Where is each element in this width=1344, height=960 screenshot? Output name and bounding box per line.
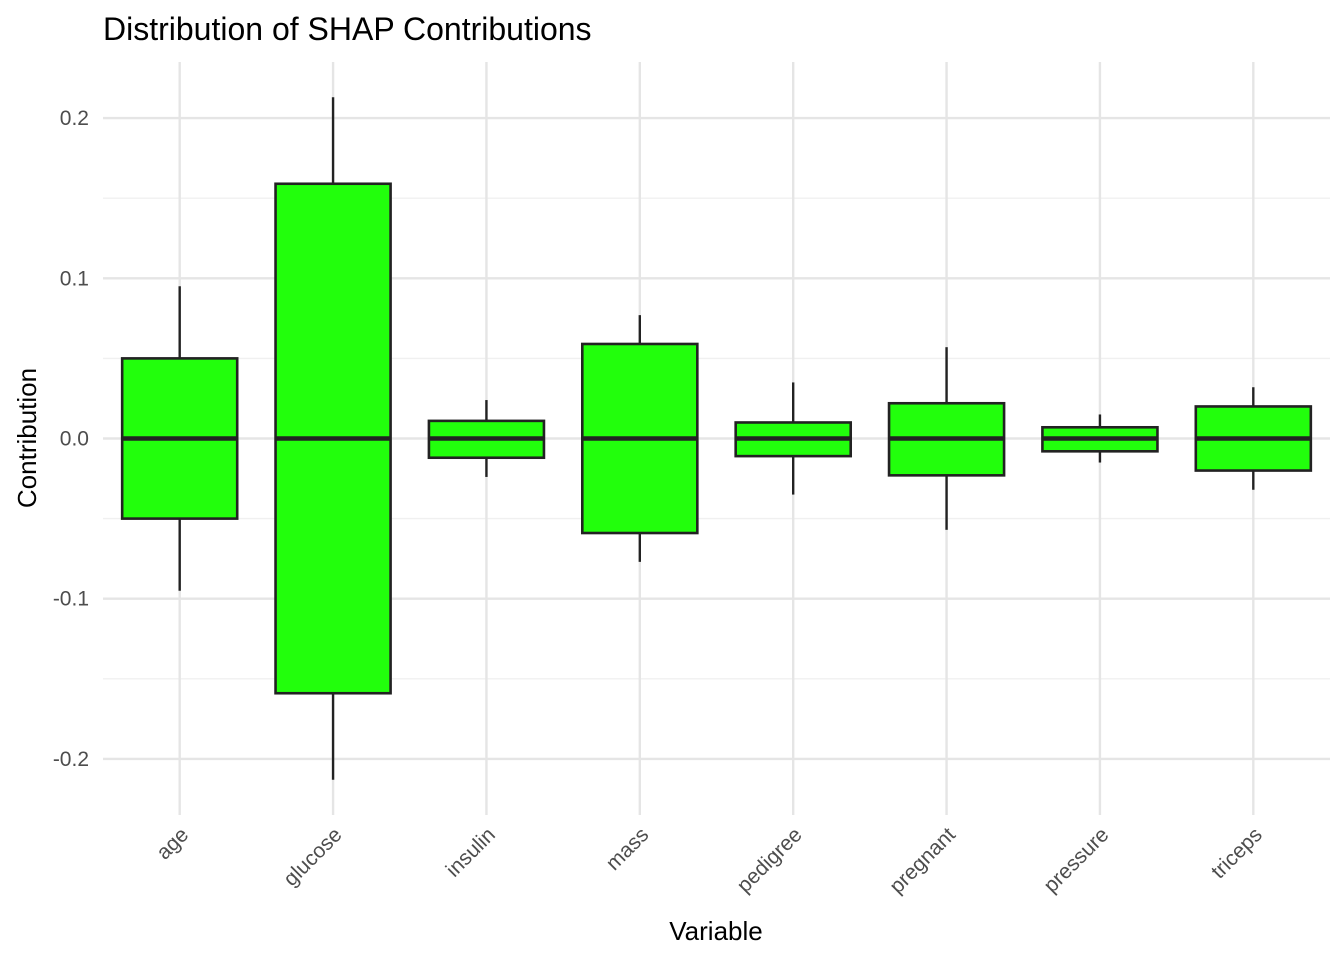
chart-title: Distribution of SHAP Contributions [103,11,592,47]
x-tick-label: triceps [1207,823,1267,883]
x-tick-label: pedigree [733,823,807,897]
box-triceps [1194,387,1313,490]
y-tick-labels: -0.2 -0.1 0.0 0.1 0.2 [53,107,89,771]
x-tick-label: age [152,823,193,864]
y-tick-label: 0.1 [60,267,89,290]
x-tick-labels: age glucose insulin mass pedigree pregnant pre… [152,823,1267,898]
y-tick-label: 0.0 [60,428,89,451]
y-tick-label: -0.2 [53,748,89,771]
x-axis-title: Variable [669,916,762,946]
x-tick-label: insulin [442,823,500,881]
box-glucose [274,97,392,780]
y-tick-label: 0.2 [60,107,89,130]
box-pregnant [887,347,1006,530]
y-tick-label: -0.1 [53,588,89,611]
x-tick-label: mass [602,823,654,875]
box-age [120,286,239,591]
box-pressure [1041,414,1159,463]
x-tick-label: pressure [1039,823,1113,897]
box-mass [580,315,699,562]
box-layer [120,97,1313,780]
y-axis-title: Contribution [12,368,42,508]
box-pedigree [734,382,853,495]
x-tick-label: glucose [279,823,346,890]
box-insulin [427,400,546,477]
x-tick-label: pregnant [885,823,960,898]
